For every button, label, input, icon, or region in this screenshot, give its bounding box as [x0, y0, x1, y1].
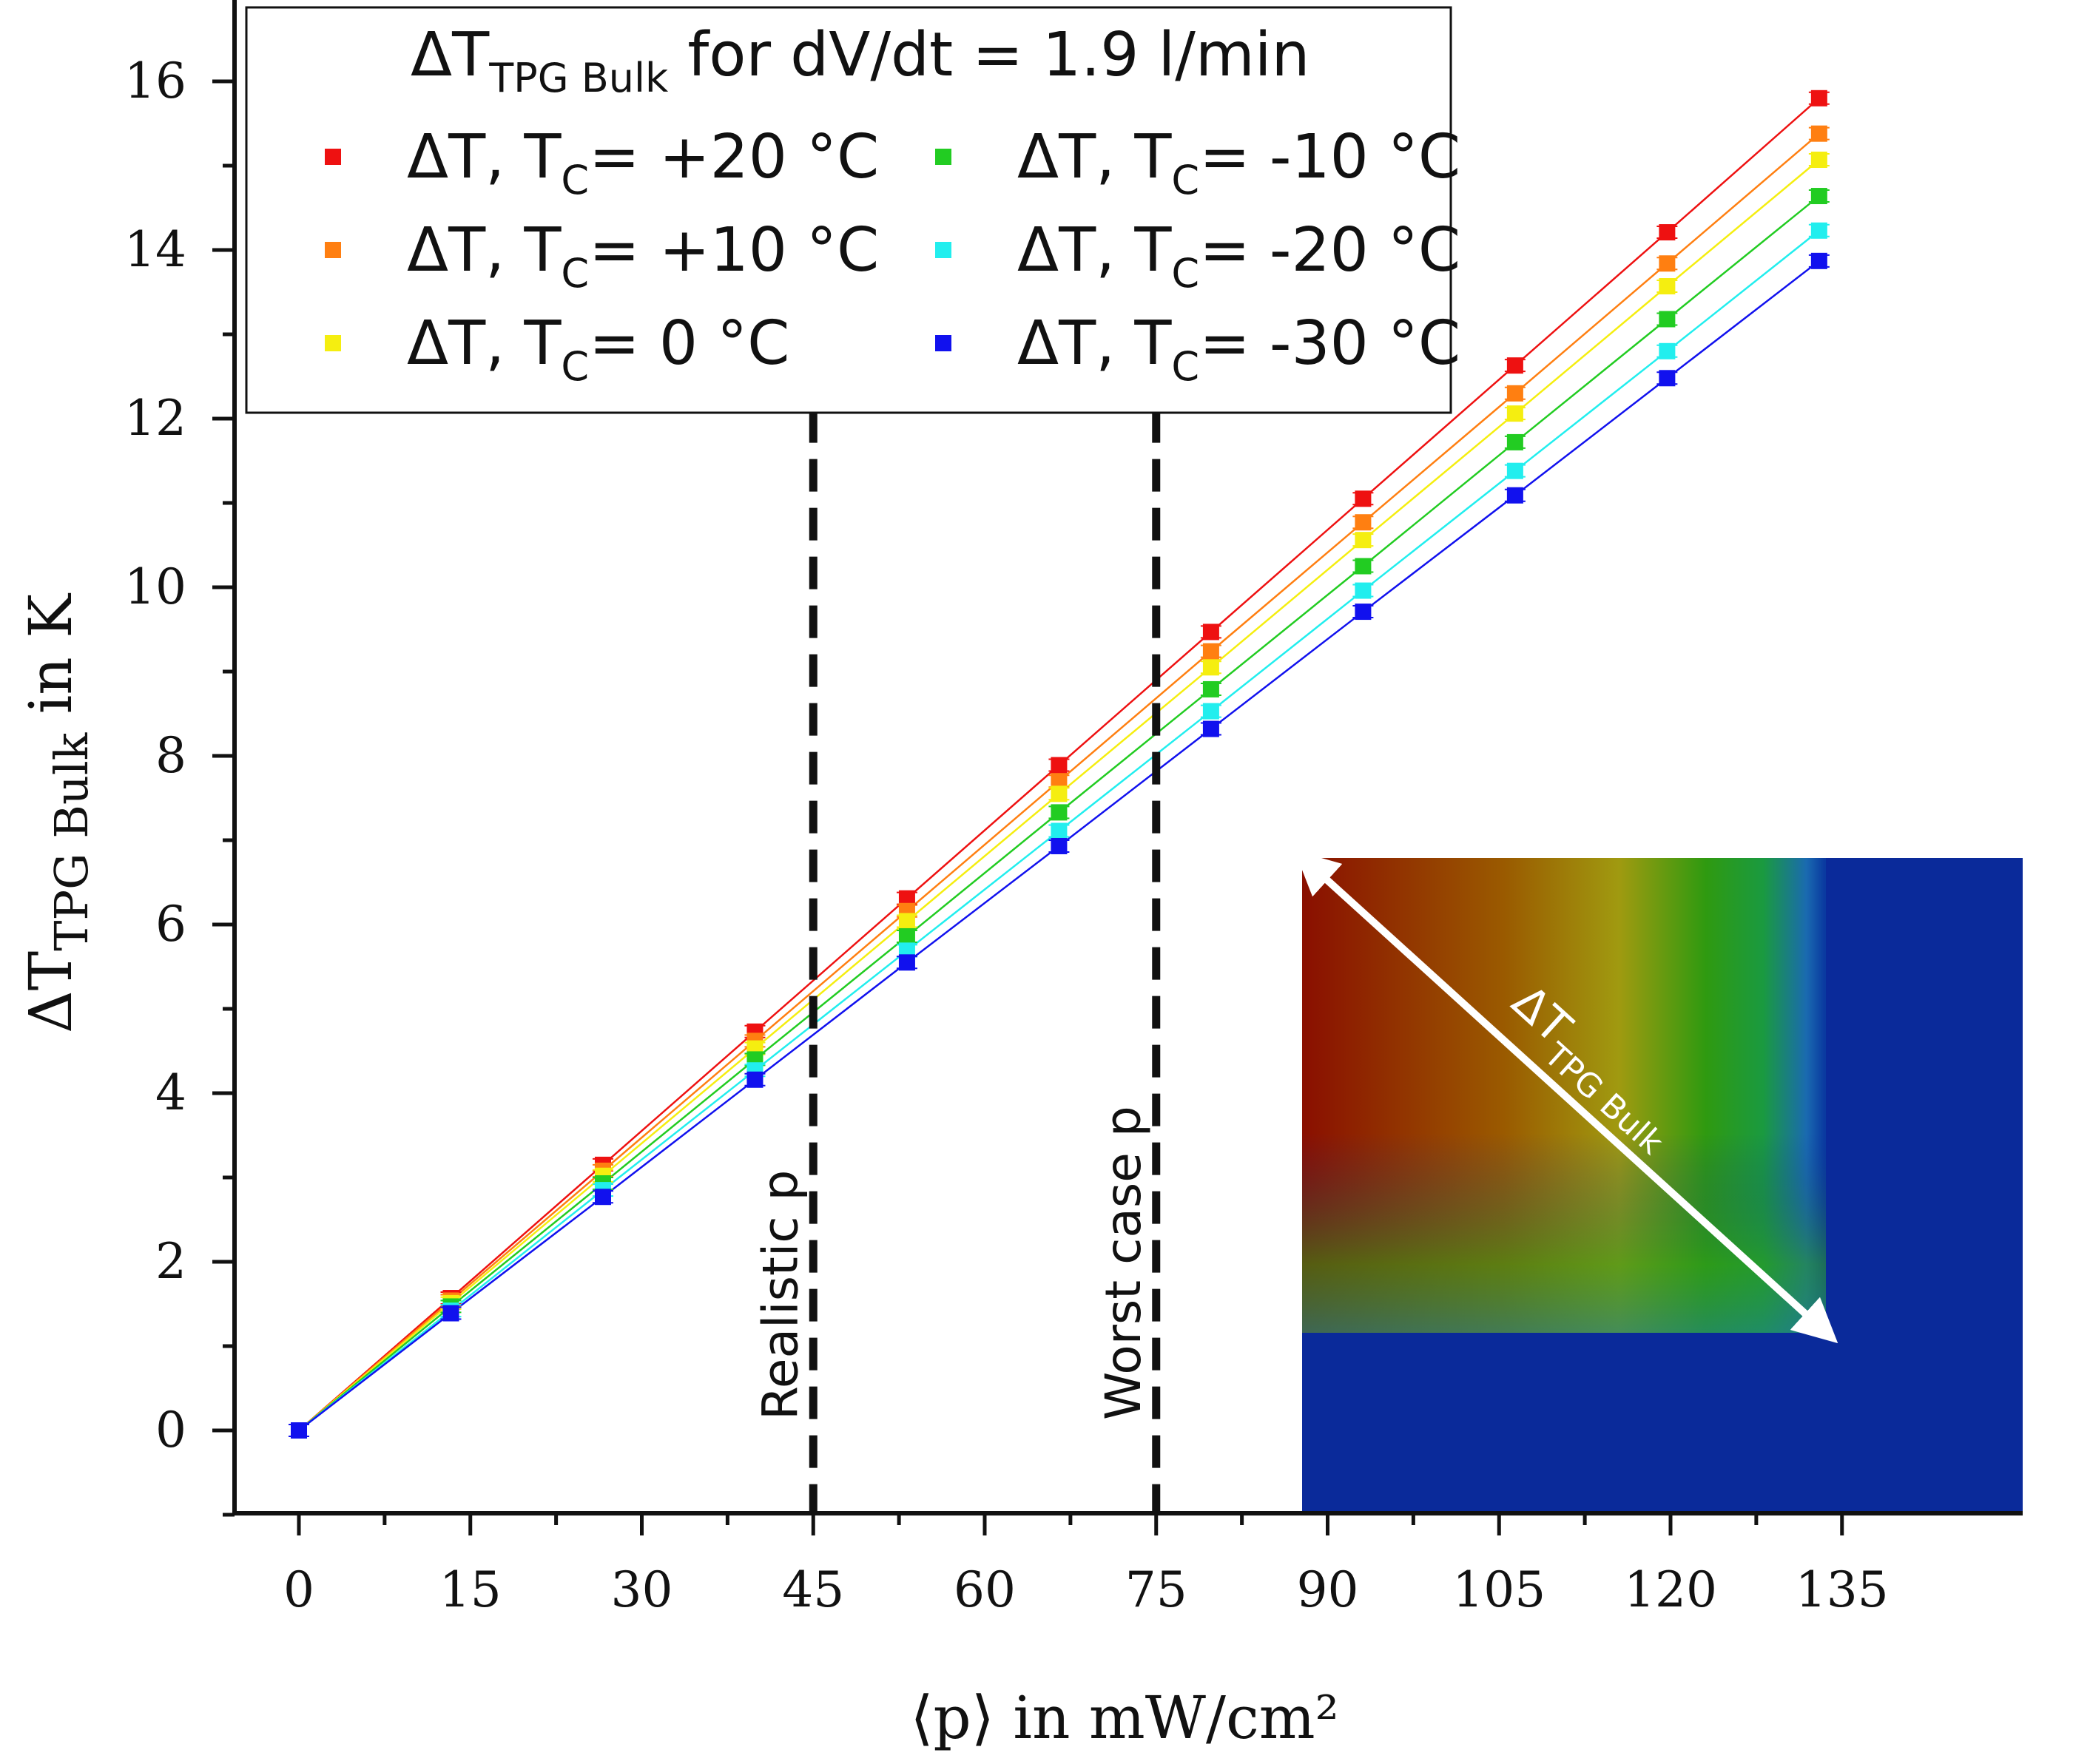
- data-point: [1810, 125, 1827, 142]
- data-point: [442, 1305, 459, 1322]
- x-tick-label: 30: [611, 1561, 673, 1618]
- x-tick-label: 45: [782, 1561, 844, 1618]
- data-point: [1659, 370, 1676, 387]
- data-point: [1810, 188, 1827, 205]
- data-points: [289, 89, 1830, 1439]
- x-axis-title: ⟨p⟩ in mW/cm²: [910, 1683, 1338, 1752]
- data-point: [1810, 152, 1827, 169]
- data-point: [1051, 785, 1068, 802]
- y-tick-label: 12: [124, 390, 186, 447]
- x-tick-label: 90: [1297, 1561, 1359, 1618]
- axis-ticks: 0 15 30 45 60 75 90 105 120 135 0 2 4 6 8 10 12 14 16: [124, 53, 1889, 1618]
- legend-marker: [935, 242, 951, 258]
- data-point: [1355, 558, 1372, 575]
- x-tick-label: 135: [1796, 1561, 1889, 1618]
- x-tick-label: 60: [954, 1561, 1016, 1618]
- y-tick-label: 0: [155, 1402, 186, 1459]
- data-point: [1506, 357, 1523, 374]
- data-point: [1506, 405, 1523, 422]
- legend-label: ΔT, TC= +20 °C: [407, 122, 879, 203]
- data-point: [1202, 659, 1219, 676]
- data-point: [1051, 757, 1068, 774]
- data-point: [1355, 490, 1372, 507]
- reference-line-label: Realistic p: [752, 1170, 809, 1420]
- data-point: [1659, 278, 1676, 295]
- data-point: [898, 913, 915, 930]
- inset-arrow: [1294, 850, 1838, 1344]
- data-point: [1355, 514, 1372, 531]
- data-point: [1355, 604, 1372, 621]
- y-tick-label: 8: [155, 727, 186, 784]
- legend-marker: [935, 149, 951, 165]
- data-point: [1051, 822, 1068, 839]
- y-tick-label: 6: [155, 896, 186, 953]
- y-tick-label: 16: [124, 53, 186, 109]
- data-point: [898, 954, 915, 971]
- data-point: [1202, 703, 1219, 720]
- y-tick-label: 4: [155, 1064, 186, 1121]
- data-point: [1659, 255, 1676, 272]
- reference-lines: Realistic p Worst case p: [752, 410, 1161, 1513]
- y-tick-label: 14: [124, 221, 186, 278]
- data-point: [1659, 342, 1676, 359]
- legend-marker: [935, 335, 951, 351]
- legend-label: ΔT, TC= -20 °C: [1017, 215, 1460, 297]
- legend-marker: [325, 335, 341, 351]
- data-point: [1202, 720, 1219, 737]
- data-point: [1810, 222, 1827, 239]
- data-point: [1355, 532, 1372, 549]
- data-point: [1051, 804, 1068, 821]
- data-point: [1355, 582, 1372, 599]
- legend-label: ΔT, TC= +10 °C: [407, 215, 879, 297]
- legend-entries: ΔT, TC= +20 °C ΔT, TC= +10 °C ΔT, TC= 0 °C…: [325, 122, 1460, 390]
- legend-marker: [325, 242, 341, 258]
- data-point: [1202, 680, 1219, 697]
- y-tick-label: 2: [155, 1233, 186, 1290]
- x-tick-label: 105: [1452, 1561, 1546, 1618]
- data-point: [1202, 624, 1219, 641]
- legend-label: ΔT, TC= -10 °C: [1017, 122, 1460, 203]
- legend-label: ΔT, TC= 0 °C: [407, 308, 789, 390]
- data-point: [1506, 487, 1523, 504]
- legend-title: ΔTTPG Bulk for dV/dt = 1.9 l/min: [411, 20, 1310, 101]
- data-point: [1051, 837, 1068, 854]
- data-point: [898, 927, 915, 944]
- x-tick-label: 120: [1624, 1561, 1717, 1618]
- data-point: [1810, 89, 1827, 107]
- data-point: [1506, 385, 1523, 402]
- legend-box: [245, 6, 1452, 414]
- data-point: [1659, 224, 1676, 241]
- data-point: [1810, 252, 1827, 269]
- data-point: [291, 1422, 307, 1439]
- legend-label: ΔT, TC= -30 °C: [1017, 308, 1460, 390]
- x-tick-label: 15: [439, 1561, 502, 1618]
- data-point: [746, 1071, 764, 1088]
- inset-heatmap: ΔTTPG Bulk: [1294, 850, 2023, 1513]
- data-point: [898, 890, 915, 907]
- legend: ΔTTPG Bulk for dV/dt = 1.9 l/min ΔT, TC=…: [245, 6, 1460, 414]
- legend-marker: [325, 149, 341, 165]
- data-point: [1659, 311, 1676, 328]
- data-point: [1051, 773, 1068, 790]
- y-axis-title: ΔTTPG Bulk in K: [16, 593, 98, 1033]
- data-point: [594, 1189, 611, 1206]
- inset-heatmap-right-band: [1826, 858, 2023, 1513]
- reference-line-label: Worst case p: [1095, 1106, 1152, 1420]
- data-point: [1202, 643, 1219, 660]
- data-point: [1506, 433, 1523, 450]
- x-tick-label: 0: [283, 1561, 314, 1618]
- x-tick-label: 75: [1125, 1561, 1187, 1618]
- data-point: [1506, 462, 1523, 479]
- y-tick-label: 10: [124, 558, 186, 615]
